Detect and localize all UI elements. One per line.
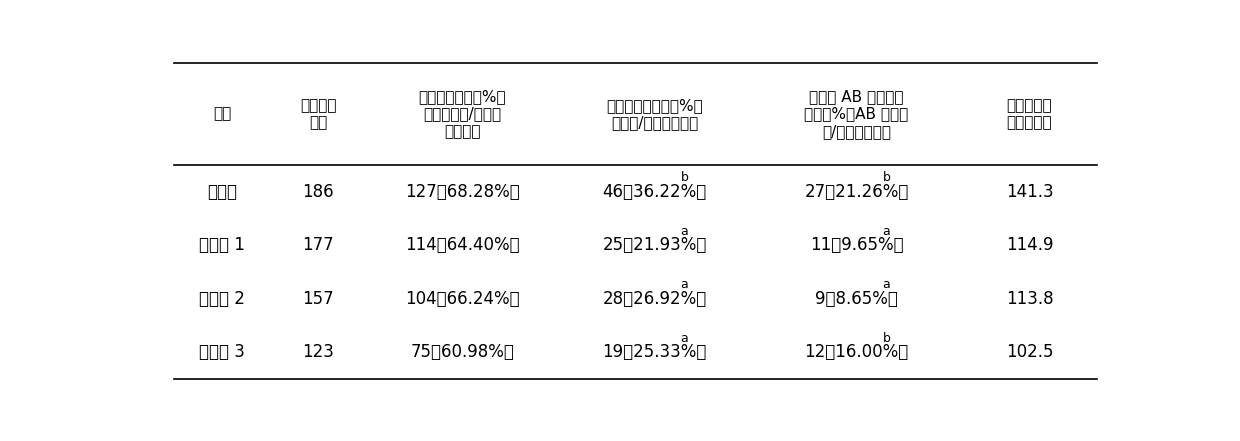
- Text: a: a: [681, 225, 688, 238]
- Text: 157: 157: [303, 290, 335, 308]
- Text: 127（68.28%）: 127（68.28%）: [405, 183, 520, 201]
- Text: a: a: [681, 278, 688, 291]
- Text: 卵裂胚胎数（率%；
卵裂胚胎数/总卵母
细胞数）: 卵裂胚胎数（率%； 卵裂胚胎数/总卵母 细胞数）: [419, 89, 506, 139]
- Text: 102.5: 102.5: [1006, 343, 1053, 361]
- Text: b: b: [883, 332, 890, 345]
- Text: 12（16.00%）: 12（16.00%）: [805, 343, 909, 361]
- Text: a: a: [883, 225, 890, 238]
- Text: 141.3: 141.3: [1006, 183, 1053, 201]
- Text: 对照组 2: 对照组 2: [200, 290, 246, 308]
- Text: 114.9: 114.9: [1006, 236, 1053, 254]
- Text: 27（21.26%）: 27（21.26%）: [805, 183, 909, 201]
- Text: 总卵母细
胞数: 总卵母细 胞数: [300, 98, 336, 130]
- Text: a: a: [883, 278, 890, 291]
- Text: 19（25.33%）: 19（25.33%）: [603, 343, 707, 361]
- Text: 组别: 组别: [213, 107, 232, 122]
- Text: 75（60.98%）: 75（60.98%）: [410, 343, 515, 361]
- Text: 113.8: 113.8: [1006, 290, 1053, 308]
- Text: 11（9.65%）: 11（9.65%）: [810, 236, 904, 254]
- Text: 28（26.92%）: 28（26.92%）: [603, 290, 707, 308]
- Text: 第八天囊胚
平均细胞数: 第八天囊胚 平均细胞数: [1007, 98, 1053, 130]
- Text: b: b: [681, 171, 688, 184]
- Text: 123: 123: [303, 343, 335, 361]
- Text: b: b: [883, 171, 890, 184]
- Text: 第七天 AB 级别囊胚
数（率%；AB 级囊胚
数/卵裂胚胎数）: 第七天 AB 级别囊胚 数（率%；AB 级囊胚 数/卵裂胚胎数）: [805, 89, 909, 139]
- Text: a: a: [681, 332, 688, 345]
- Text: 对照组 3: 对照组 3: [200, 343, 246, 361]
- Text: 177: 177: [303, 236, 335, 254]
- Text: 第七天囊胚数（率%；
囊胚数/卵裂胚胎数）: 第七天囊胚数（率%； 囊胚数/卵裂胚胎数）: [606, 98, 703, 130]
- Text: 186: 186: [303, 183, 335, 201]
- Text: 46（36.22%）: 46（36.22%）: [603, 183, 707, 201]
- Text: 104（66.24%）: 104（66.24%）: [405, 290, 520, 308]
- Text: 114（64.40%）: 114（64.40%）: [405, 236, 520, 254]
- Text: 25（21.93%）: 25（21.93%）: [603, 236, 707, 254]
- Text: 对照组 1: 对照组 1: [200, 236, 246, 254]
- Text: 处理组: 处理组: [207, 183, 237, 201]
- Text: 9（8.65%）: 9（8.65%）: [815, 290, 898, 308]
